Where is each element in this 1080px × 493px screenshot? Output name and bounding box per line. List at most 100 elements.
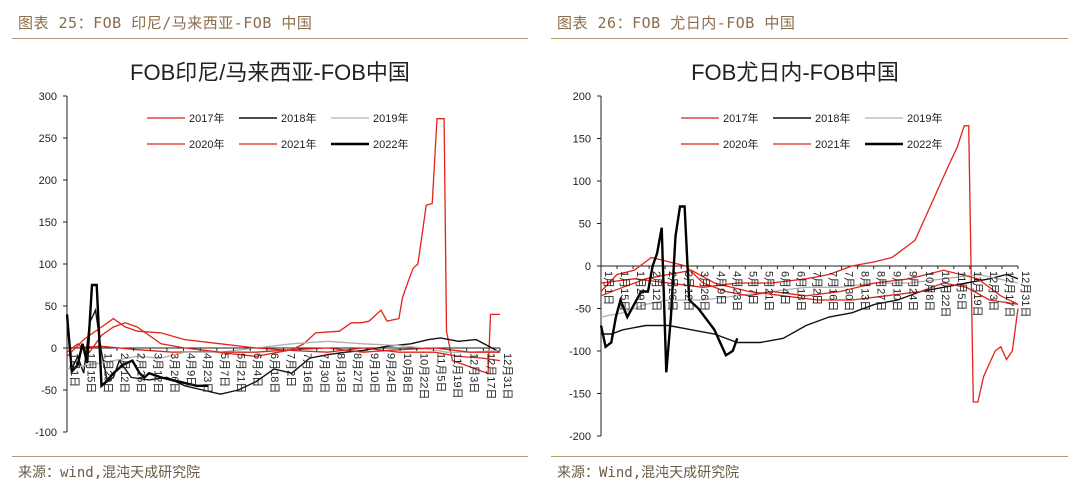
x-tick-label: 8月27日 bbox=[351, 353, 363, 393]
x-tick-label: 4月23日 bbox=[730, 271, 742, 311]
x-tick-label: 2月26日 bbox=[135, 353, 147, 393]
series-line bbox=[66, 322, 500, 354]
y-tick-label: -150 bbox=[569, 389, 591, 401]
x-tick-label: 6月18日 bbox=[268, 353, 280, 393]
x-tick-label: 1月1日 bbox=[68, 353, 80, 387]
legend-label: 2020年 bbox=[189, 137, 224, 151]
x-tick-label: 1月15日 bbox=[618, 271, 630, 311]
x-tick-label: 7月30日 bbox=[318, 353, 330, 393]
x-tick-label: 10月22日 bbox=[939, 271, 951, 317]
series-line bbox=[66, 340, 501, 370]
series-line bbox=[65, 283, 209, 389]
x-tick-label: 4月9日 bbox=[185, 353, 197, 387]
series-line bbox=[600, 269, 1019, 305]
x-tick-label: 1月29日 bbox=[101, 353, 113, 393]
source-note: 来源：Wind,混沌天成研究院 bbox=[557, 465, 740, 481]
y-tick-label: 50 bbox=[579, 219, 591, 231]
x-tick-label: 1月1日 bbox=[602, 271, 614, 305]
x-tick-label: 1月15日 bbox=[85, 353, 97, 393]
y-tick-label: 100 bbox=[39, 259, 57, 271]
x-tick-label: 5月7日 bbox=[218, 353, 230, 387]
x-tick-label: 7月16日 bbox=[827, 271, 839, 311]
series-line bbox=[600, 125, 1019, 403]
x-tick-label: 2月12日 bbox=[118, 353, 130, 393]
x-tick-label: 5月7日 bbox=[746, 271, 758, 305]
x-tick-label: 8月13日 bbox=[334, 353, 346, 393]
series-line bbox=[66, 118, 500, 375]
x-tick-label: 11月19日 bbox=[451, 353, 463, 399]
x-tick-label: 10月8日 bbox=[923, 271, 935, 311]
legend-label: 2021年 bbox=[815, 137, 850, 151]
x-tick-label: 3月12日 bbox=[682, 271, 694, 311]
x-tick-label: 1月29日 bbox=[634, 271, 646, 311]
x-tick-label: 3月12日 bbox=[151, 353, 163, 393]
series-line bbox=[601, 273, 1019, 344]
source-divider bbox=[551, 456, 1068, 457]
x-tick-label: 7月30日 bbox=[843, 271, 855, 311]
legend-label: 2022年 bbox=[373, 137, 408, 151]
source-note: 来源：wind,混沌天成研究院 bbox=[18, 465, 201, 481]
y-tick-label: -50 bbox=[41, 385, 57, 397]
source-divider bbox=[12, 456, 528, 457]
series-line bbox=[599, 205, 739, 373]
x-tick-label: 9月24日 bbox=[907, 271, 919, 311]
x-tick-label: 3月26日 bbox=[698, 271, 710, 311]
y-tick-label: 250 bbox=[39, 133, 57, 145]
chart-title: FOB印尼/马来西亚-FOB中国 bbox=[130, 60, 410, 85]
y-tick-label: 0 bbox=[585, 261, 591, 273]
x-tick-label: 11月5日 bbox=[955, 271, 967, 311]
chart-title: FOB尤日内-FOB中国 bbox=[691, 60, 899, 85]
y-tick-label: 100 bbox=[573, 176, 591, 188]
chart-fob-indonesia-malaysia: FOB印尼/马来西亚-FOB中国 -100 -50 0 50 100 150 200 250 30… bbox=[35, 60, 513, 439]
x-tick-label: 6月4日 bbox=[778, 271, 790, 305]
y-tick-label: 0 bbox=[51, 343, 57, 355]
x-tick-label: 7月2日 bbox=[811, 271, 823, 305]
legend-label: 2017年 bbox=[189, 111, 224, 125]
y-tick-label: -200 bbox=[569, 431, 591, 443]
y-tick-label: 150 bbox=[573, 134, 591, 146]
x-tick-label: 3月26日 bbox=[168, 353, 180, 393]
legend-label: 2021年 bbox=[281, 137, 316, 151]
y-tick-label: 200 bbox=[39, 175, 57, 187]
x-tick-label: 6月18日 bbox=[794, 271, 806, 311]
x-tick-label: 10月8日 bbox=[401, 353, 413, 393]
x-tick-label: 4月9日 bbox=[714, 271, 726, 305]
x-tick-label: 11月19日 bbox=[971, 271, 983, 317]
x-tick-label: 12月31日 bbox=[1019, 271, 1031, 317]
x-tick-label: 2月12日 bbox=[650, 271, 662, 311]
legend-label: 2022年 bbox=[907, 137, 942, 151]
x-tick-label: 12月3日 bbox=[987, 271, 999, 311]
legend-label: 2018年 bbox=[815, 111, 850, 125]
legend-label: 2019年 bbox=[907, 111, 942, 125]
y-tick-label: -100 bbox=[35, 427, 57, 439]
x-tick-label: 12月17日 bbox=[484, 353, 496, 399]
series-line bbox=[600, 273, 1019, 318]
figure-26-title: 图表 26：FOB 尤日内-FOB 中国 bbox=[557, 14, 796, 32]
x-tick-label: 8月13日 bbox=[859, 271, 871, 311]
legend-label: 2018年 bbox=[281, 111, 316, 125]
x-tick-label: 10月22日 bbox=[418, 353, 430, 399]
x-tick-label: 12月3日 bbox=[468, 353, 480, 393]
x-tick-label: 2月26日 bbox=[666, 271, 678, 311]
y-tick-label: -50 bbox=[575, 304, 591, 316]
y-tick-label: 150 bbox=[39, 217, 57, 229]
title-divider bbox=[551, 38, 1068, 39]
series-line bbox=[600, 256, 1019, 305]
x-tick-label: 12月31日 bbox=[501, 353, 513, 399]
x-tick-label: 11月5日 bbox=[434, 353, 446, 393]
x-tick-label: 7月16日 bbox=[301, 353, 313, 393]
x-tick-label: 8月27日 bbox=[875, 271, 887, 311]
x-tick-label: 9月24日 bbox=[384, 353, 396, 393]
series-line bbox=[66, 307, 501, 395]
x-tick-label: 5月21日 bbox=[762, 271, 774, 311]
y-tick-label: -100 bbox=[569, 346, 591, 358]
x-tick-label: 12月17日 bbox=[1003, 271, 1015, 317]
x-tick-label: 9月10日 bbox=[368, 353, 380, 393]
x-tick-label: 9月10日 bbox=[891, 271, 903, 311]
x-tick-label: 5月21日 bbox=[235, 353, 247, 393]
title-divider bbox=[12, 38, 528, 39]
y-tick-label: 50 bbox=[45, 301, 57, 313]
legend-label: 2019年 bbox=[373, 111, 408, 125]
series-line bbox=[66, 317, 501, 362]
x-tick-label: 4月23日 bbox=[201, 353, 213, 393]
